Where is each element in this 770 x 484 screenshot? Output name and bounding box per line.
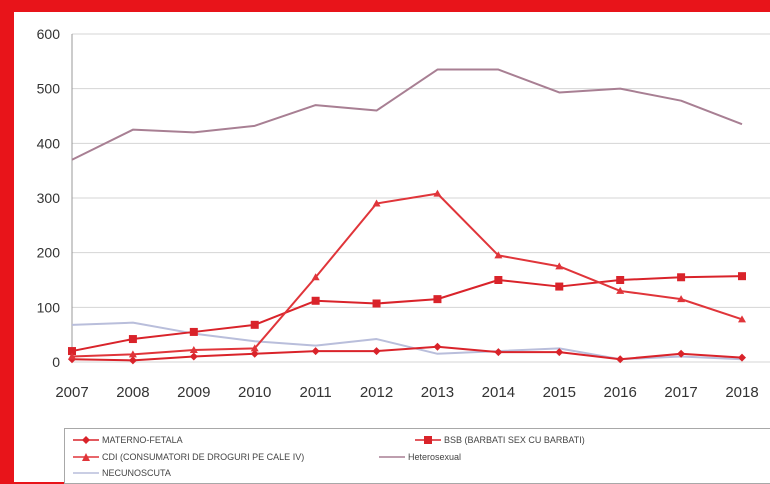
data-point-materno-fetala [372, 347, 381, 356]
x-tick-label: 2016 [603, 384, 636, 401]
y-tick-label: 300 [37, 190, 61, 206]
legend-item-heterosexual: Heterosexual [379, 452, 461, 462]
data-point-bsb-barbati-sex-cu-barbati [433, 295, 442, 304]
legend-item-materno-fetala: MATERNO-FETALA [73, 435, 183, 445]
legend-label: BSB (BARBATI SEX CU BARBATI) [444, 435, 585, 445]
data-point-cdi-consumatori-de-droguri-pe-cale-iv [555, 262, 564, 270]
data-point-materno-fetala [189, 352, 198, 361]
axes: 0 100 200 300 400 500 600 2007 2008 2009 2010 2011 2… [37, 26, 759, 401]
data-point-necunoscuta [436, 353, 438, 355]
data-point-necunoscuta [71, 324, 73, 326]
data-point-heterosexual [132, 129, 134, 131]
data-point-cdi-consumatori-de-droguri-pe-cale-iv [189, 345, 198, 353]
data-point-bsb-barbati-sex-cu-barbati [616, 276, 625, 284]
data-point-heterosexual [193, 131, 195, 133]
legend-label: MATERNO-FETALA [102, 435, 183, 445]
gridlines [72, 33, 770, 363]
data-point-materno-fetala [555, 348, 564, 357]
legend: MATERNO-FETALA BSB (BARBATI SEX CU BARBA… [64, 428, 770, 484]
data-point-heterosexual [558, 91, 560, 93]
data-point-heterosexual [376, 110, 378, 112]
legend-item-cdi: CDI (CONSUMATORI DE DROGURI PE CALE IV) [73, 452, 304, 462]
y-tick-label: 400 [37, 135, 61, 151]
x-tick-label: 2008 [116, 384, 149, 401]
data-point-heterosexual [680, 100, 682, 102]
data-point-heterosexual [436, 69, 438, 71]
legend-item-bsb: BSB (BARBATI SEX CU BARBATI) [415, 435, 585, 445]
x-tick-label: 2017 [664, 384, 697, 401]
data-point-heterosexual [619, 88, 621, 90]
data-point-bsb-barbati-sex-cu-barbati [738, 272, 746, 281]
data-point-cdi-consumatori-de-droguri-pe-cale-iv [616, 286, 625, 294]
series-line-cdi-consumatori-de-droguri-pe-cale-iv [71, 192, 743, 358]
legend-label: Heterosexual [408, 452, 462, 462]
series-line-heterosexual [71, 68, 743, 161]
y-tick-label: 100 [37, 299, 61, 315]
data-point-cdi-consumatori-de-droguri-pe-cale-iv [372, 199, 381, 207]
data-point-heterosexual [254, 125, 256, 127]
series-line-materno-fetala [71, 345, 743, 362]
data-point-materno-fetala [128, 356, 137, 365]
data-point-materno-fetala [677, 349, 686, 358]
data-point-bsb-barbati-sex-cu-barbati [555, 282, 564, 291]
x-tick-label: 2012 [360, 384, 393, 401]
data-point-necunoscuta [315, 345, 317, 347]
data-point-heterosexual [497, 69, 499, 71]
data-point-bsb-barbati-sex-cu-barbati [494, 276, 503, 284]
series-lines [68, 68, 746, 365]
data-point-materno-fetala [616, 355, 625, 364]
chart-panel: 0 100 200 300 400 500 600 2007 2008 2009 2010 2011 2… [14, 12, 770, 484]
legend-marker-square-icon [415, 436, 441, 444]
data-point-materno-fetala [433, 342, 442, 351]
data-point-bsb-barbati-sex-cu-barbati [311, 296, 320, 305]
legend-item-necunoscuta: NECUNOSCUTA [73, 468, 171, 478]
series-line-necunoscuta [71, 321, 743, 361]
legend-marker-diamond-icon [73, 436, 99, 444]
data-point-bsb-barbati-sex-cu-barbati [128, 335, 137, 344]
legend-line-icon [379, 456, 405, 458]
series-line-bsb-barbati-sex-cu-barbati [71, 275, 743, 353]
y-tick-label: 200 [37, 245, 61, 261]
data-point-necunoscuta [132, 322, 134, 324]
y-tick-label: 500 [37, 81, 61, 97]
data-point-necunoscuta [376, 338, 378, 340]
data-point-materno-fetala [494, 348, 503, 357]
data-point-necunoscuta [254, 340, 256, 342]
data-point-bsb-barbati-sex-cu-barbati [68, 347, 76, 356]
data-point-bsb-barbati-sex-cu-barbati [372, 299, 381, 308]
data-point-cdi-consumatori-de-droguri-pe-cale-iv [677, 295, 686, 303]
data-point-cdi-consumatori-de-droguri-pe-cale-iv [738, 315, 746, 323]
data-point-cdi-consumatori-de-droguri-pe-cale-iv [128, 350, 137, 358]
data-point-bsb-barbati-sex-cu-barbati [677, 273, 686, 282]
data-point-cdi-consumatori-de-droguri-pe-cale-iv [494, 251, 503, 259]
x-tick-label: 2018 [725, 384, 758, 401]
y-tick-label: 600 [37, 26, 61, 42]
y-tick-label: 0 [52, 354, 60, 370]
x-tick-label: 2013 [421, 384, 454, 401]
x-tick-label: 2009 [177, 384, 210, 401]
data-point-heterosexual [741, 123, 743, 125]
legend-label: CDI (CONSUMATORI DE DROGURI PE CALE IV) [102, 452, 305, 462]
data-point-bsb-barbati-sex-cu-barbati [250, 320, 259, 329]
data-point-cdi-consumatori-de-droguri-pe-cale-iv [68, 352, 76, 360]
line-chart: 0 100 200 300 400 500 600 2007 2008 2009 2010 2011 2… [37, 26, 770, 401]
legend-label: NECUNOSCUTA [102, 468, 171, 478]
x-tick-label: 2010 [238, 384, 271, 401]
data-point-cdi-consumatori-de-droguri-pe-cale-iv [250, 344, 259, 352]
data-point-materno-fetala [738, 353, 746, 362]
data-point-heterosexual [315, 104, 317, 106]
data-point-cdi-consumatori-de-droguri-pe-cale-iv [433, 189, 442, 197]
data-point-cdi-consumatori-de-droguri-pe-cale-iv [311, 273, 320, 281]
x-tick-label: 2007 [55, 384, 88, 401]
data-point-bsb-barbati-sex-cu-barbati [189, 327, 198, 336]
legend-line-icon [73, 472, 99, 474]
x-tick-label: 2014 [482, 384, 515, 401]
x-tick-label: 2015 [543, 384, 576, 401]
data-point-heterosexual [71, 159, 73, 161]
data-point-materno-fetala [250, 349, 259, 358]
legend-marker-triangle-icon [73, 453, 99, 461]
data-point-materno-fetala [311, 347, 320, 356]
x-tick-label: 2011 [300, 384, 332, 401]
